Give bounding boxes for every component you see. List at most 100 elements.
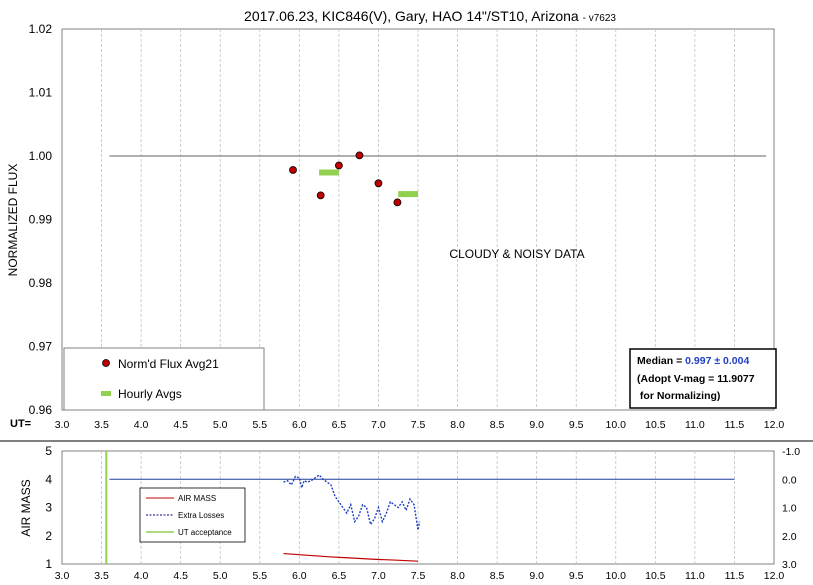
airmass-line [283,552,419,562]
airmass-y-tick-label: 2 [45,529,52,543]
losses-y2-tick-label: 0.0 [782,474,797,486]
airmass-x-tick-label: 6.0 [292,570,307,582]
legend-ut-label: UT acceptance [178,528,232,537]
airmass-x-tick-label: 8.5 [490,570,505,582]
airmass-x-tick-label: 7.0 [371,570,386,582]
airmass-x-tick-label: 6.5 [332,570,347,582]
airmass-x-tick-label: 8.0 [450,570,465,582]
airmass-x-tick-label: 7.5 [411,570,426,582]
extra-losses-line [283,474,421,531]
flux-x-tick-label: 3.0 [55,419,70,431]
legend-airmass-label: AIR MASS [178,494,216,503]
airmass-x-tick-label: 3.5 [94,570,109,582]
flux-y-tick-label: 0.97 [29,340,53,354]
median-value: 0.997 ± 0.004 [685,355,749,367]
flux-point [374,179,383,188]
airmass-x-tick-label: 4.0 [134,570,149,582]
losses-y2-ticks: 3.0 2.0 1.0 0.0 -1.0 [782,446,800,571]
airmass-x-tick-label: 12.0 [764,570,785,582]
legend-hourly-marker [101,391,111,396]
airmass-y-tick-label: 5 [45,444,52,458]
flux-y-ticks: 0.96 0.97 0.98 0.99 1.00 1.01 1.02 [29,22,53,417]
flux-point [316,191,325,200]
flux-legend-box [63,347,265,411]
airmass-legend: AIR MASS Extra Losses UT acceptance [139,487,246,543]
flux-x-ticks: 3.0 3.5 4.0 4.5 5.0 5.5 6.0 6.5 7.0 7.5 8.0 8.5 9.0 9… [55,419,785,431]
median-label: Median = [637,355,685,367]
flux-x-tick-label: 8.5 [490,419,505,431]
airmass-x-tick-label: 10.5 [645,570,666,582]
flux-y-tick-label: 0.99 [29,213,53,227]
median-line: Median = 0.997 ± 0.004 [637,355,749,367]
flux-y-tick-label: 1.02 [29,22,53,36]
flux-y-axis-label: NORMALIZED FLUX [6,164,20,277]
airmass-x-tick-label: 5.0 [213,570,228,582]
flux-point [289,166,297,174]
flux-x-tick-label: 4.0 [134,419,149,431]
airmass-chart: 1 2 3 4 5 3.0 2.0 1.0 0.0 -1.0 3.0 3.5 4.0 4.5 5.0 5.… [19,444,800,582]
airmass-y-tick-label: 3 [45,501,52,515]
cloudy-annotation: CLOUDY & NOISY DATA [449,247,584,261]
legend-losses-label: Extra Losses [178,511,224,520]
flux-y-tick-label: 1.01 [29,86,53,100]
flux-x-tick-label: 10.0 [606,419,627,431]
losses-y2-tick-label: 2.0 [782,531,797,543]
chart-title: 2017.06.23, KIC846(V), Gary, HAO 14"/ST1… [244,8,616,24]
flux-y-tick-label: 0.98 [29,276,53,290]
flux-chart: 2017.06.23, KIC846(V), Gary, HAO 14"/ST1… [6,8,784,431]
normalizing-line: for Normalizing) [637,390,720,402]
flux-points [289,151,402,207]
flux-x-tick-label: 10.5 [645,419,666,431]
airmass-x-ticks: 3.0 3.5 4.0 4.5 5.0 5.5 6.0 6.5 7.0 7.5 8.0 8.5 9.0 9… [55,570,785,582]
airmass-y-axis-label: AIR MASS [19,479,33,536]
losses-y2-tick-label: 3.0 [782,559,797,571]
flux-x-tick-label: 6.5 [332,419,347,431]
flux-x-tick-label: 5.5 [252,419,267,431]
hourly-avg-bars [319,169,418,198]
airmass-x-tick-label: 3.0 [55,570,70,582]
adopt-vmag-line: (Adopt V-mag = 11.9077 [637,373,755,385]
flux-x-tick-label: 4.5 [173,419,188,431]
flux-gridlines [101,29,735,410]
legend-flux-marker [102,359,110,367]
flux-x-tick-label: 5.0 [213,419,228,431]
median-info-frame [629,348,777,409]
airmass-x-tick-label: 5.5 [252,570,267,582]
chart-title-main: 2017.06.23, KIC846(V), Gary, HAO 14"/ST1… [244,8,579,24]
hourly-avg-bar [398,191,418,198]
flux-x-tick-label: 11.5 [725,419,745,431]
airmass-x-tick-label: 4.5 [173,570,188,582]
flux-x-tick-label: 3.5 [94,419,109,431]
flux-x-tick-label: 12.0 [764,419,785,431]
flux-y-tick-label: 1.00 [29,149,53,163]
flux-x-tick-label: 11.0 [685,419,705,431]
flux-y-tick-label: 0.96 [29,403,53,417]
airmass-x-tick-label: 9.5 [569,570,584,582]
flux-x-tick-label: 7.0 [371,419,386,431]
airmass-x-tick-label: 11.0 [685,570,705,582]
flux-x-tick-label: 8.0 [450,419,465,431]
flux-x-tick-label: 9.5 [569,419,584,431]
airmass-y-ticks: 1 2 3 4 5 [45,444,52,571]
flux-point [355,151,364,160]
airmass-x-tick-label: 10.0 [606,570,627,582]
airmass-x-tick-label: 9.0 [529,570,544,582]
flux-x-tick-label: 9.0 [529,419,544,431]
chart-title-suffix: - v7623 [583,13,617,24]
hourly-avg-bar [319,169,339,176]
airmass-y-tick-label: 1 [45,557,52,571]
median-info-box: Median = 0.997 ± 0.004 (Adopt V-mag = 11… [629,348,777,409]
legend-flux-label: Norm'd Flux Avg21 [118,357,219,371]
airmass-y-tick-label: 4 [45,472,52,486]
airmass-x-tick-label: 11.5 [725,570,745,582]
flux-x-tick-label: 7.5 [411,419,426,431]
legend-hourly-label: Hourly Avgs [118,387,182,401]
losses-y2-tick-label: -1.0 [782,446,800,458]
flux-point [393,198,402,207]
flux-legend: Norm'd Flux Avg21 Hourly Avgs [63,347,265,411]
losses-y2-tick-label: 1.0 [782,503,797,515]
flux-point [334,161,343,170]
flux-x-tick-label: 6.0 [292,419,307,431]
ut-prefix-label: UT= [10,418,31,430]
